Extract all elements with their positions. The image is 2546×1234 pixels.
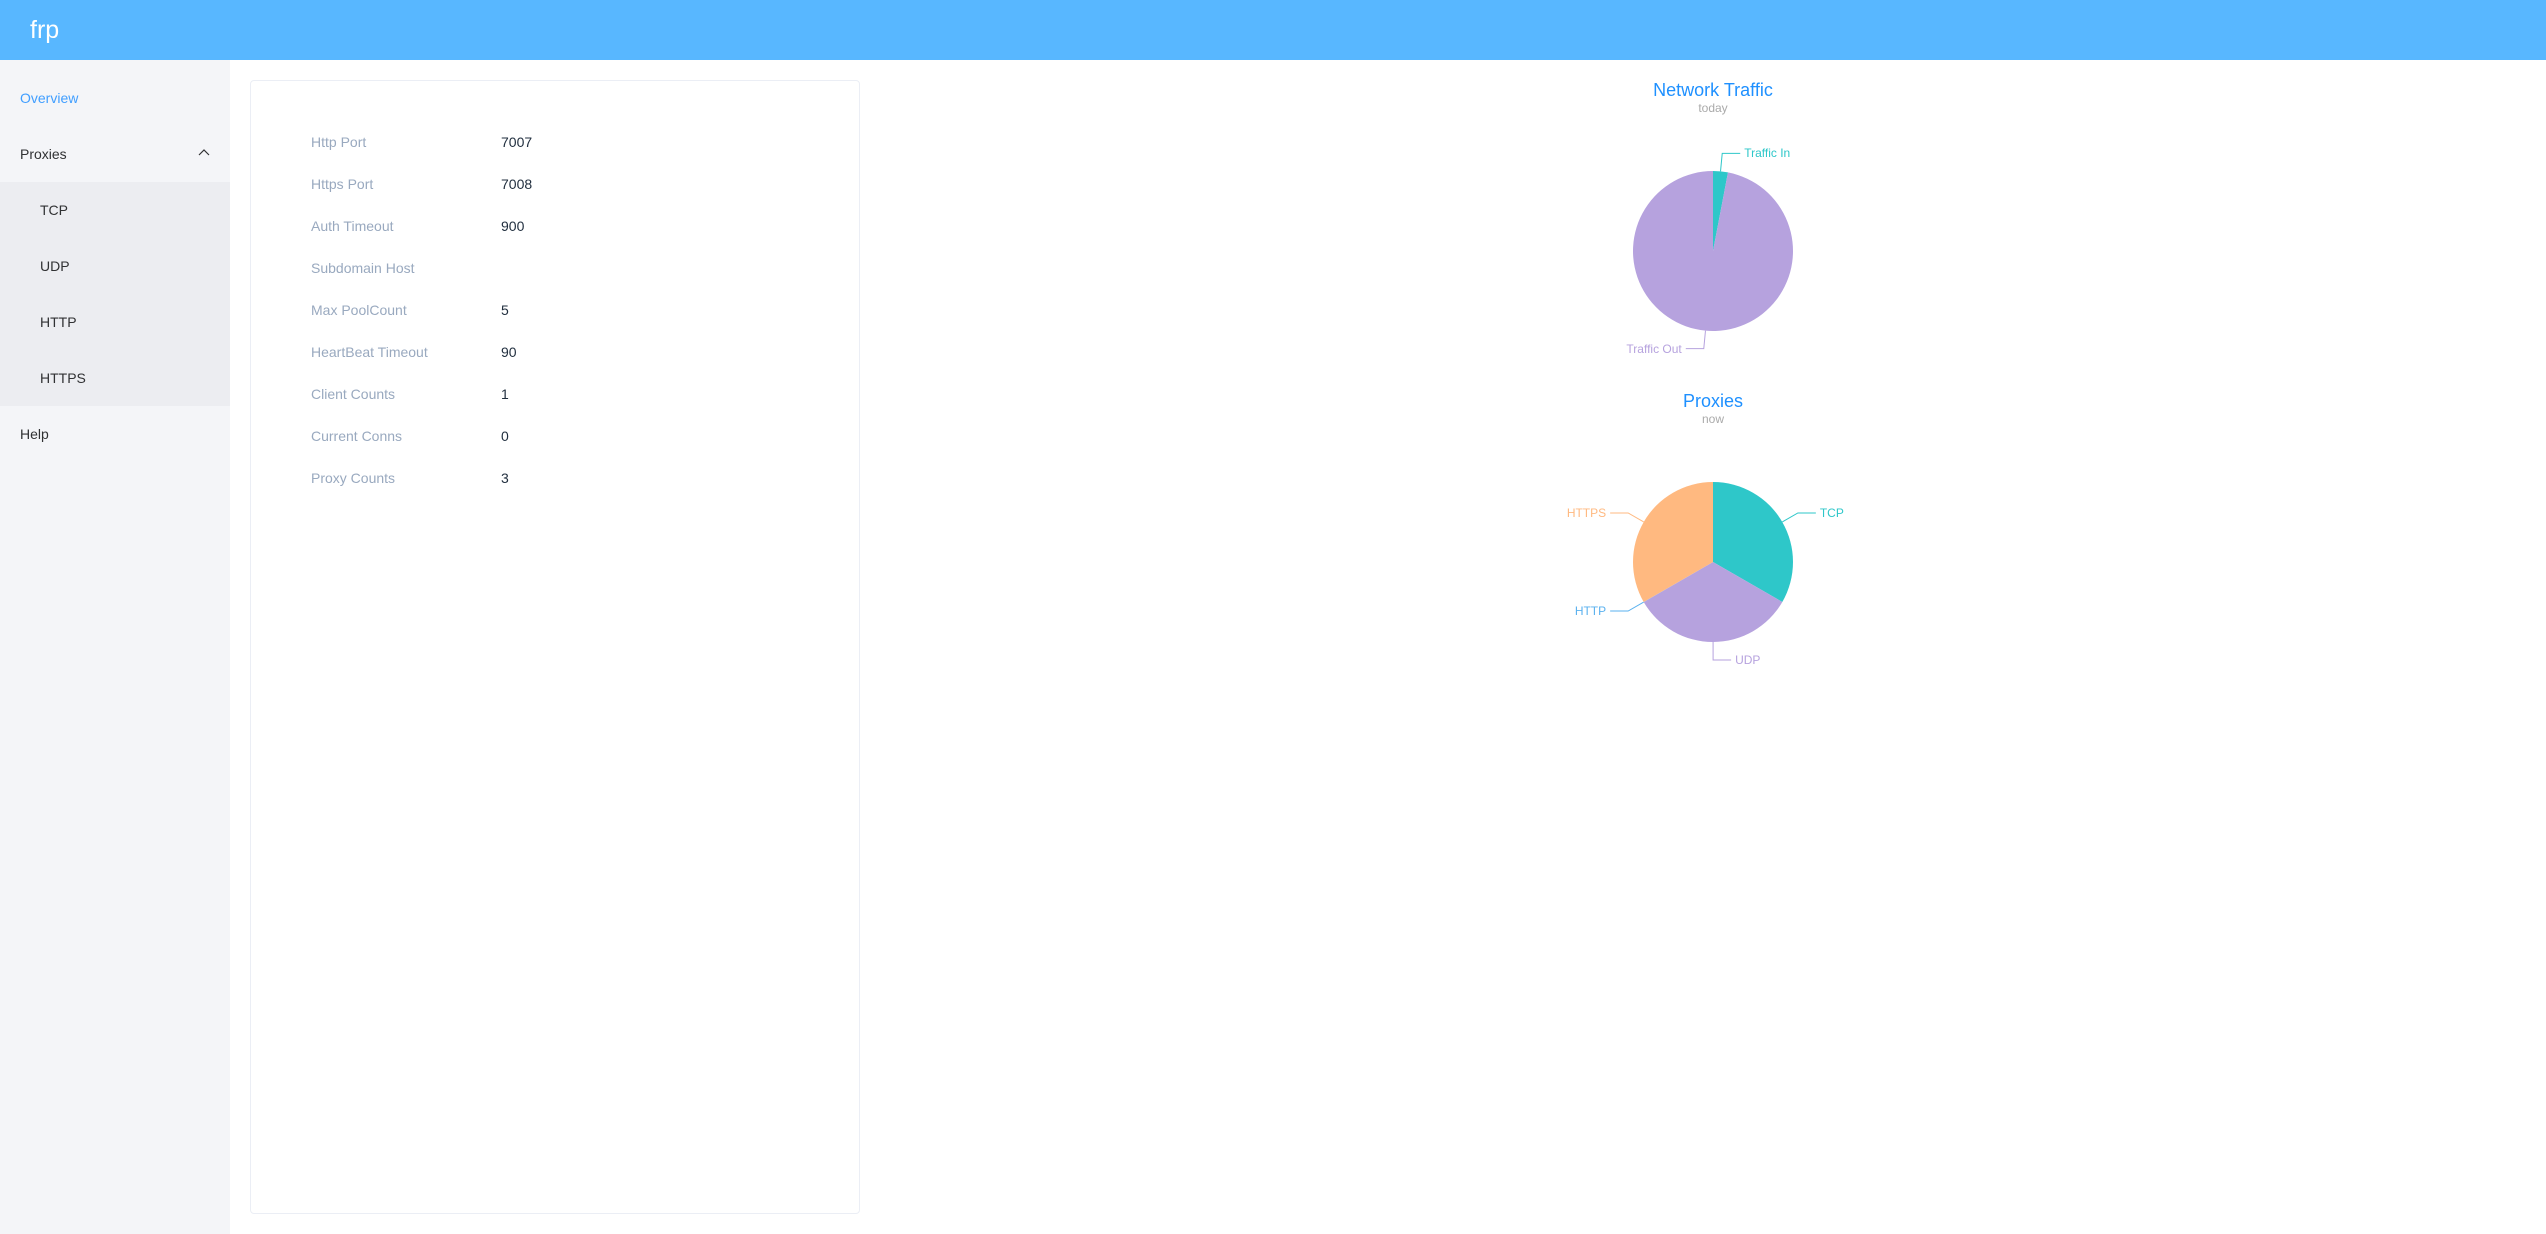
stats-label: Https Port bbox=[311, 176, 501, 192]
stats-value: 90 bbox=[501, 344, 517, 360]
pie-leader-line bbox=[1610, 602, 1644, 611]
stats-value: 0 bbox=[501, 428, 509, 444]
stats-label: Subdomain Host bbox=[311, 260, 501, 276]
stats-row: Http Port7007 bbox=[311, 121, 799, 163]
stats-label: HeartBeat Timeout bbox=[311, 344, 501, 360]
pie-leader-line bbox=[1782, 513, 1816, 522]
pie-leader-line bbox=[1721, 153, 1741, 171]
app-header: frp bbox=[0, 0, 2546, 60]
pie-label: HTTP bbox=[1575, 604, 1606, 618]
sidebar-item-label: UDP bbox=[40, 238, 70, 294]
stats-value: 7007 bbox=[501, 134, 532, 150]
stats-label: Proxy Counts bbox=[311, 470, 501, 486]
stats-label: Http Port bbox=[311, 134, 501, 150]
pie-label: Traffic In bbox=[1744, 146, 1790, 160]
server-stats-card: Http Port7007Https Port7008Auth Timeout9… bbox=[250, 80, 860, 1214]
stats-value: 1 bbox=[501, 386, 509, 402]
brand-title: frp bbox=[30, 16, 59, 45]
pie-leader-line bbox=[1610, 513, 1644, 522]
pie-label: HTTPS bbox=[1567, 506, 1606, 520]
charts-column: Network Traffic today Traffic InTraffic … bbox=[900, 80, 2526, 1214]
sidebar-item-proxies[interactable]: Proxies bbox=[0, 126, 230, 182]
stats-row: Max PoolCount5 bbox=[311, 289, 799, 331]
pie-leader-line bbox=[1713, 642, 1731, 660]
pie-leader-line bbox=[1686, 331, 1706, 349]
chart-subtitle: today bbox=[1513, 101, 1913, 115]
sidebar-item-https[interactable]: HTTPS bbox=[0, 350, 230, 406]
stats-label: Auth Timeout bbox=[311, 218, 501, 234]
stats-value: 900 bbox=[501, 218, 524, 234]
main-content: Http Port7007Https Port7008Auth Timeout9… bbox=[230, 60, 2546, 1234]
sidebar-item-udp[interactable]: UDP bbox=[0, 238, 230, 294]
sidebar-item-label: Help bbox=[20, 406, 49, 462]
sidebar-item-overview[interactable]: Overview bbox=[0, 70, 230, 126]
traffic-pie-chart: Traffic In Traffic Out bbox=[1513, 121, 1913, 371]
chart-title: Network Traffic bbox=[1513, 80, 1913, 101]
stats-value: 7008 bbox=[501, 176, 532, 192]
stats-row: Https Port7008 bbox=[311, 163, 799, 205]
stats-label: Max PoolCount bbox=[311, 302, 501, 318]
proxies-pie-chart: TCP UDP HTTP HTTPS bbox=[1513, 432, 1913, 682]
stats-row: Current Conns0 bbox=[311, 415, 799, 457]
traffic-chart-container: Network Traffic today Traffic InTraffic … bbox=[1513, 80, 1913, 381]
stats-value: 5 bbox=[501, 302, 509, 318]
pie-slice bbox=[1633, 171, 1793, 331]
pie-label: Traffic Out bbox=[1626, 342, 1681, 356]
sidebar: Overview Proxies TCP UDP HTTP HTTPS Help bbox=[0, 60, 230, 1234]
pie-label: UDP bbox=[1735, 653, 1760, 667]
pie-label: TCP bbox=[1820, 506, 1844, 520]
stats-row: Subdomain Host bbox=[311, 247, 799, 289]
sidebar-item-http[interactable]: HTTP bbox=[0, 294, 230, 350]
main-layout: Overview Proxies TCP UDP HTTP HTTPS Help bbox=[0, 60, 2546, 1234]
sidebar-item-tcp[interactable]: TCP bbox=[0, 182, 230, 238]
stats-row: HeartBeat Timeout90 bbox=[311, 331, 799, 373]
stats-row: Auth Timeout900 bbox=[311, 205, 799, 247]
stats-label: Client Counts bbox=[311, 386, 501, 402]
proxies-chart-container: Proxies now TCP UDP HTTP HTTPS bbox=[1513, 391, 1913, 692]
sidebar-item-label: HTTPS bbox=[40, 350, 86, 406]
chart-subtitle: now bbox=[1513, 412, 1913, 426]
sidebar-item-label: HTTP bbox=[40, 294, 77, 350]
sidebar-item-label: Proxies bbox=[20, 126, 67, 182]
sidebar-item-label: Overview bbox=[20, 70, 78, 126]
sidebar-item-label: TCP bbox=[40, 182, 68, 238]
chart-title: Proxies bbox=[1513, 391, 1913, 412]
stats-row: Proxy Counts3 bbox=[311, 457, 799, 499]
stats-row: Client Counts1 bbox=[311, 373, 799, 415]
stats-label: Current Conns bbox=[311, 428, 501, 444]
sidebar-submenu-proxies: TCP UDP HTTP HTTPS bbox=[0, 182, 230, 406]
sidebar-item-help[interactable]: Help bbox=[0, 406, 230, 462]
stats-value: 3 bbox=[501, 470, 509, 486]
chevron-up-icon bbox=[198, 126, 210, 182]
